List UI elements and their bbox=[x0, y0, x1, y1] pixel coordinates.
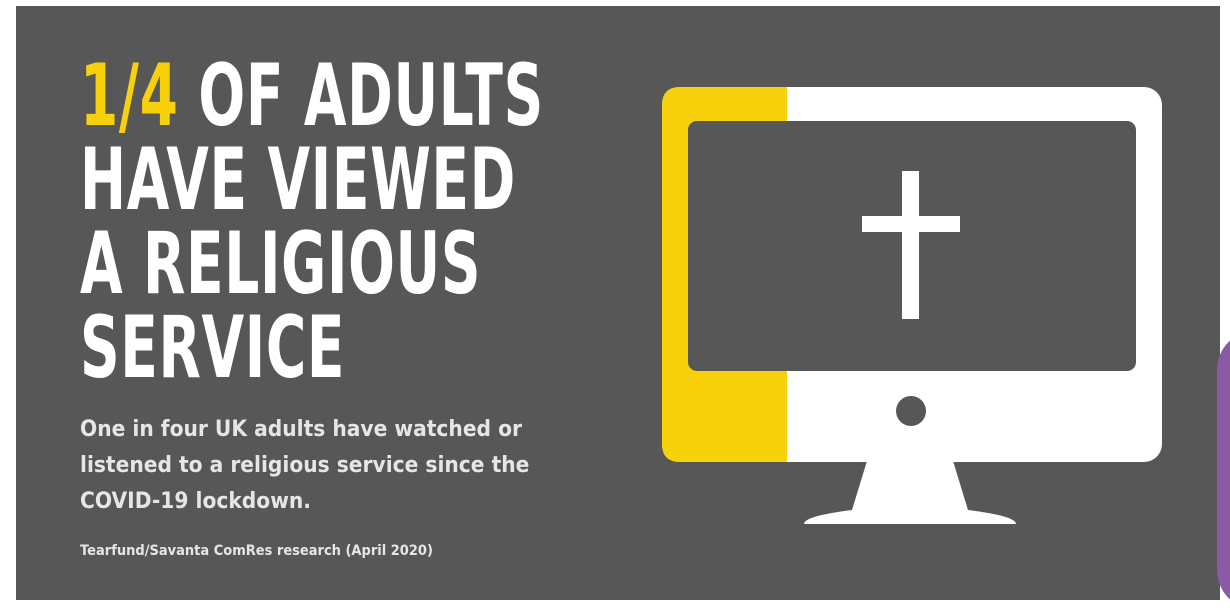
monitor-stand bbox=[804, 438, 1016, 524]
description-text: One in four UK adults have watched or li… bbox=[80, 417, 530, 514]
headline-accent: 1/4 bbox=[80, 46, 179, 146]
monitor-icon bbox=[662, 87, 1162, 524]
headline: 1/4 OF ADULTS HAVE VIEWED A RELIGIOUS SE… bbox=[80, 53, 544, 398]
infographic-panel: 1/4 OF ADULTS HAVE VIEWED A RELIGIOUS SE… bbox=[16, 6, 1220, 600]
monitor-power-button bbox=[896, 396, 926, 426]
cross-icon bbox=[862, 171, 960, 319]
headline-line-1: 1/4 OF ADULTS bbox=[80, 53, 544, 139]
source-citation: Tearfund/Savanta ComRes research (April … bbox=[80, 543, 433, 559]
headline-line-1-rest: OF ADULTS bbox=[178, 46, 544, 146]
headline-line-3: A RELIGIOUS bbox=[80, 214, 482, 314]
headline-line-2: HAVE VIEWED bbox=[80, 130, 516, 230]
purple-edge-decoration bbox=[1217, 330, 1230, 610]
headline-line-4: SERVICE bbox=[80, 298, 346, 398]
